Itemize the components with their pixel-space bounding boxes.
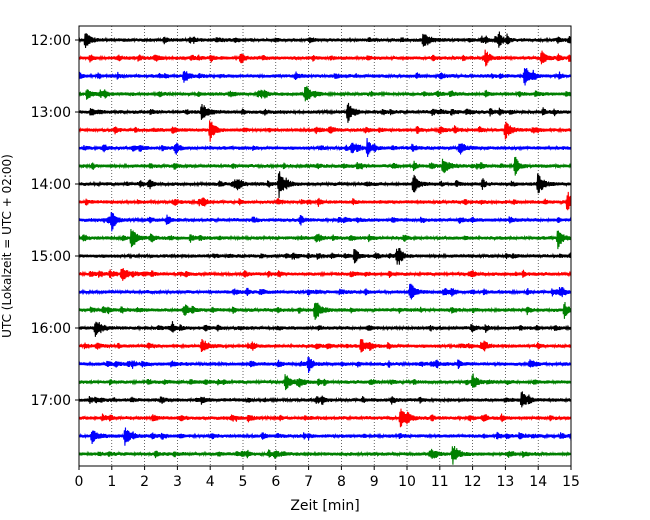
seismic-trace <box>78 102 572 123</box>
seismic-trace <box>78 338 572 353</box>
seismic-trace <box>78 138 572 157</box>
seismic-trace <box>78 408 572 428</box>
seismic-trace <box>78 301 572 320</box>
y-axis-ticks: 12:00 13:00 14:00 15:00 16:00 17:00 <box>31 33 79 409</box>
seismic-trace <box>78 85 572 102</box>
seismic-trace <box>78 212 572 232</box>
seismic-trace <box>78 268 572 281</box>
x-tick-label: 11 <box>431 474 449 490</box>
seismic-trace <box>78 356 572 374</box>
seismic-trace <box>78 283 572 300</box>
seismic-trace <box>78 49 572 67</box>
seismic-trace <box>78 31 572 49</box>
seismic-trace <box>78 120 572 142</box>
seismic-trace <box>78 228 572 250</box>
seismic-trace <box>78 445 572 465</box>
y-tick-label: 13:00 <box>31 105 71 121</box>
x-tick-label: 5 <box>239 474 248 490</box>
x-tick-label: 6 <box>271 474 280 490</box>
x-tick-label: 14 <box>529 474 547 490</box>
plot-background <box>79 26 571 466</box>
plot-frame <box>78 25 572 467</box>
seismic-trace <box>78 191 572 211</box>
seismic-trace <box>78 171 572 198</box>
seismic-trace <box>78 248 572 265</box>
seismic-traces <box>78 31 572 465</box>
x-axis-title: Zeit [min] <box>290 498 359 514</box>
seismic-trace <box>78 321 572 337</box>
x-tick-label: 9 <box>370 474 379 490</box>
y-tick-label: 17:00 <box>31 393 71 409</box>
seismic-trace <box>78 427 572 446</box>
x-tick-label: 0 <box>75 474 84 490</box>
grid-lines <box>111 26 539 466</box>
x-tick-label: 3 <box>173 474 182 490</box>
x-tick-label: 12 <box>464 474 482 490</box>
y-tick-label: 16:00 <box>31 321 71 337</box>
x-tick-label: 13 <box>496 474 514 490</box>
seismic-trace <box>78 373 572 391</box>
y-tick-label: 12:00 <box>31 33 71 49</box>
seismic-trace <box>78 391 572 408</box>
x-tick-label: 10 <box>398 474 416 490</box>
seismic-trace <box>78 156 572 176</box>
x-tick-label: 1 <box>107 474 116 490</box>
y-axis-title: UTC (Lokalzeit = UTC + 02:00) <box>0 154 14 338</box>
seismic-trace <box>78 68 572 86</box>
x-tick-label: 8 <box>337 474 346 490</box>
x-axis-ticks: 0 1 2 3 4 5 6 7 8 9 10 11 12 13 14 15 <box>75 466 580 490</box>
y-tick-label: 15:00 <box>31 249 71 265</box>
x-tick-label: 15 <box>562 474 580 490</box>
x-tick-label: 2 <box>140 474 149 490</box>
y-tick-label: 14:00 <box>31 177 71 193</box>
x-tick-label: 4 <box>206 474 215 490</box>
x-tick-label: 7 <box>304 474 313 490</box>
